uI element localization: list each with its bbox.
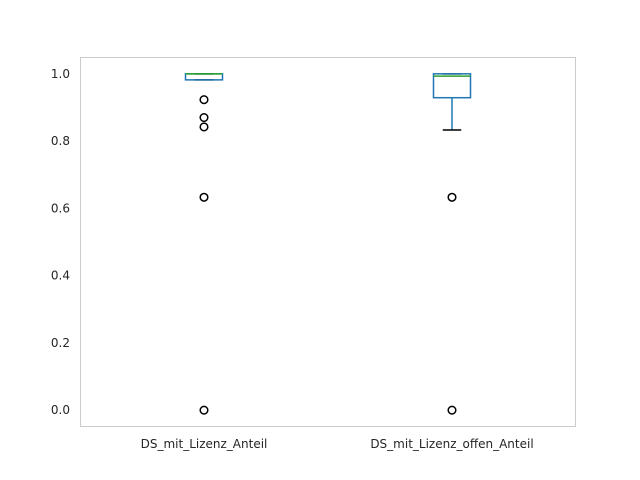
x-tick-label: DS_mit_Lizenz_offen_Anteil [370, 437, 533, 451]
outlier-point [199, 95, 209, 105]
y-tick-label: 0.6 [51, 201, 70, 215]
x-tick-label: DS_mit_Lizenz_Anteil [141, 437, 268, 451]
y-tick-label: 0.4 [51, 269, 70, 283]
y-tick-label: 0.2 [51, 336, 70, 350]
tick-labels: DS_mit_Lizenz_Anteil DS_mit_Lizenz_offen_… [51, 67, 534, 451]
outlier-point [199, 122, 209, 132]
box-iqr [184, 73, 224, 81]
y-tick-label: 0.0 [51, 403, 70, 417]
outlier-point [199, 405, 209, 415]
outlier-point [199, 112, 209, 123]
outlier-point [447, 192, 457, 202]
plot-marks [184, 73, 472, 415]
y-tick-label: 1.0 [51, 67, 70, 81]
outlier-point [447, 405, 457, 415]
y-tick-label: 0.8 [51, 134, 70, 148]
axes-frame [80, 57, 576, 427]
outlier-point [199, 192, 209, 202]
box-iqr [432, 73, 472, 99]
